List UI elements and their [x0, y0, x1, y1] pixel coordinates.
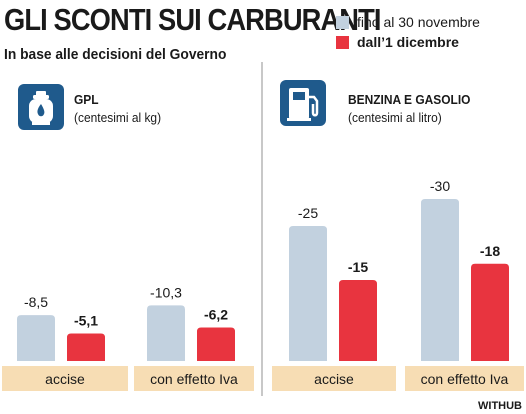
credit: WITHUB	[478, 400, 522, 412]
category-label: con effetto Iva	[150, 371, 238, 387]
gas-cylinder-icon	[18, 84, 64, 130]
panel-divider	[261, 62, 263, 396]
legend-swatch-before	[336, 15, 349, 29]
category-label: accise	[45, 371, 85, 387]
panel-title-benzina: BENZINA E GASOLIO	[348, 92, 471, 107]
page-title: GLI SCONTI SUI CARBURANTI	[4, 2, 381, 37]
category-band	[2, 366, 128, 391]
data-label: -15	[348, 259, 368, 275]
category-band	[405, 366, 524, 391]
legend-item-after: dall’1 dicembre	[336, 32, 480, 52]
bar-after	[339, 280, 377, 361]
legend-item-before: fino al 30 novembre	[336, 12, 480, 32]
bar-before	[289, 226, 327, 361]
panel-unit-benzina: (centesimi al litro)	[348, 110, 442, 125]
category-label: con effetto Iva	[421, 371, 509, 387]
bar-after	[471, 263, 509, 361]
category-label: accise	[314, 371, 354, 387]
bar-before	[17, 315, 55, 361]
data-label: -5,1	[74, 312, 98, 328]
bar-after	[197, 327, 235, 361]
category-band	[272, 366, 396, 391]
bar-before	[421, 199, 459, 361]
data-label: -25	[298, 205, 318, 221]
bar-before	[147, 305, 185, 361]
data-label: -8,5	[24, 294, 48, 310]
data-label: -6,2	[204, 307, 228, 323]
data-label: -18	[480, 243, 500, 259]
panel-title-gpl: GPL	[74, 92, 99, 107]
data-label: -30	[430, 178, 450, 194]
page-subtitle: In base alle decisioni del Governo	[4, 46, 227, 63]
legend-label-after: dall’1 dicembre	[357, 34, 459, 50]
panel-unit-gpl: (centesimi al kg)	[74, 110, 162, 125]
data-label: -10,3	[150, 284, 182, 300]
legend-label-before: fino al 30 novembre	[357, 14, 480, 30]
category-band	[134, 366, 254, 391]
legend: fino al 30 novembre dall’1 dicembre	[336, 12, 480, 52]
bar-after	[67, 333, 105, 361]
legend-swatch-after	[336, 35, 349, 49]
fuel-pump-icon	[280, 80, 326, 126]
